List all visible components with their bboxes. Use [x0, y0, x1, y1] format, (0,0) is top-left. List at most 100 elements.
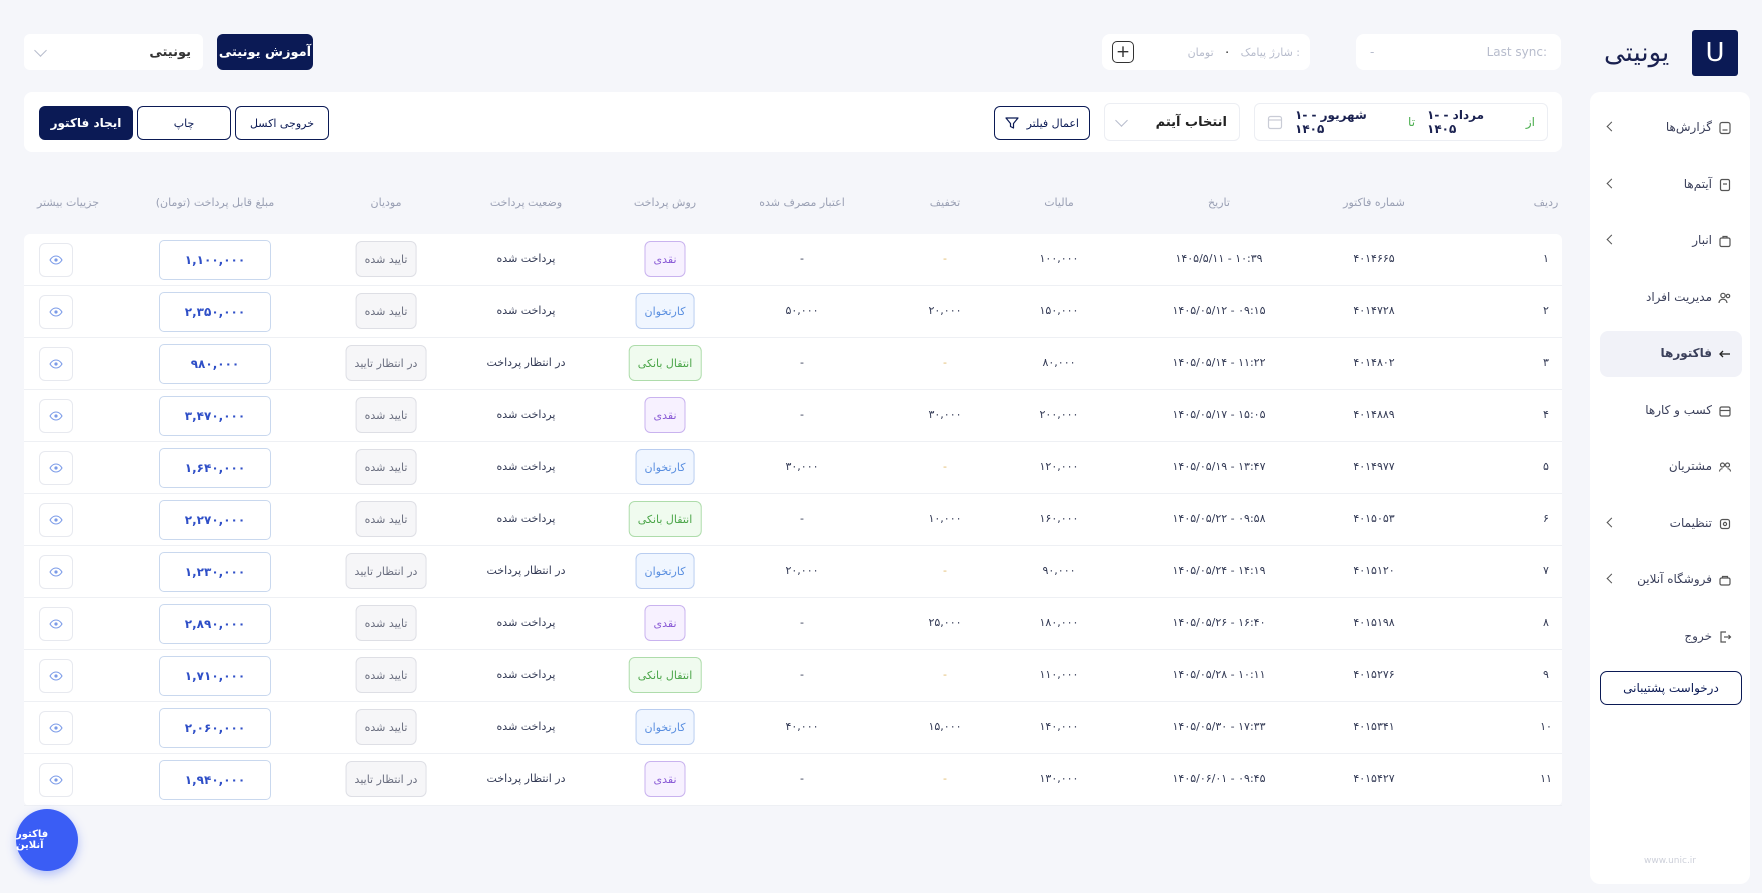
amount-field[interactable]: ۲,۰۶۰,۰۰۰	[159, 708, 271, 748]
app-logo: یونیتی U	[1604, 30, 1738, 76]
view-details-button[interactable]	[39, 555, 73, 589]
support-request-button[interactable]: درخواست پشتیبانی	[1600, 671, 1742, 705]
cell-credit: -	[800, 668, 804, 681]
cell-invoice-number: ۴۰۱۴۶۶۵	[1353, 252, 1395, 265]
settings-icon	[1718, 517, 1732, 531]
table-row: ۸ ۴۰۱۵۱۹۸ ۱۴۰۵/۰۵/۲۶ - ۱۶:۴۰ ۱۸۰,۰۰۰ ۲۵,۰۰۰ -…	[24, 598, 1562, 650]
apply-filter-label: اعمال فیلتر	[1026, 116, 1079, 130]
cell-tax: ۱۰۰,۰۰۰	[1039, 252, 1079, 265]
cell-discount: ۲۰,۰۰۰	[928, 304, 962, 317]
amount-field[interactable]: ۱,۱۰۰,۰۰۰	[159, 240, 271, 280]
view-details-button[interactable]	[39, 607, 73, 641]
amount-field[interactable]: ۱,۲۳۰,۰۰۰	[159, 552, 271, 592]
moadian-status-badge: تایید شده	[355, 241, 417, 277]
cell-date: ۱۴۰۵/۰۵/۱۹ - ۱۳:۴۷	[1172, 460, 1266, 473]
sidebar-item-items[interactable]: آیتم‌ها	[1600, 162, 1742, 208]
table-row: ۲ ۴۰۱۴۷۲۸ ۱۴۰۵/۰۵/۱۲ - ۰۹:۱۵ ۱۵۰,۰۰۰ ۲۰,۰۰۰ ۵…	[24, 286, 1562, 338]
cell-payment-status: پرداخت شده	[496, 408, 556, 421]
view-details-button[interactable]	[39, 399, 73, 433]
print-button[interactable]: چاپ	[137, 106, 231, 140]
eye-icon	[49, 567, 63, 577]
online-invoice-button[interactable]: فاکتور آنلاین	[16, 809, 78, 871]
apply-filter-button[interactable]: اعمال فیلتر	[994, 106, 1090, 140]
amount-field[interactable]: ۱,۹۴۰,۰۰۰	[159, 760, 271, 800]
table-row: ۱۰ ۴۰۱۵۳۴۱ ۱۴۰۵/۰۵/۳۰ - ۱۷:۳۳ ۱۴۰,۰۰۰ ۱۵,۰۰۰…	[24, 702, 1562, 754]
view-details-button[interactable]	[39, 347, 73, 381]
sms-wallet: شارژ پیامک : ۰ تومان +	[1102, 34, 1310, 70]
sidebar-item-invoice[interactable]: فاکتورها	[1600, 331, 1742, 377]
workspace-select[interactable]: یونیتی	[24, 34, 203, 70]
sync-value: -	[1370, 45, 1375, 59]
amount-field[interactable]: ۱,۷۱۰,۰۰۰	[159, 656, 271, 696]
cell-tax: ۸۰,۰۰۰	[1042, 356, 1076, 369]
item-select[interactable]: انتخاب آیتم	[1104, 103, 1240, 141]
col-discount: تخفیف	[929, 196, 961, 209]
cell-tax: ۱۴۰,۰۰۰	[1039, 720, 1079, 733]
sidebar-item-label: تنظیمات	[1669, 515, 1712, 530]
eye-icon	[49, 411, 63, 421]
amount-field[interactable]: ۱,۶۴۰,۰۰۰	[159, 448, 271, 488]
eye-icon	[49, 359, 63, 369]
create-invoice-button[interactable]: ایجاد فاکتور	[39, 106, 133, 140]
sidebar-item-people[interactable]: مدیریت افراد	[1600, 275, 1742, 321]
cell-tax: ۱۱۰,۰۰۰	[1039, 668, 1079, 681]
sidebar-item-store[interactable]: فروشگاه آنلاین	[1600, 557, 1742, 603]
table-row: ۱۱ ۴۰۱۵۴۲۷ ۱۴۰۵/۰۶/۰۱ - ۰۹:۴۵ ۱۳۰,۰۰۰ - - نقدی…	[24, 754, 1562, 806]
footer-url: www.unic.ir	[1643, 856, 1697, 866]
cell-date: ۱۴۰۵/۰۵/۲۲ - ۰۹:۵۸	[1172, 512, 1266, 525]
amount-field[interactable]: ۹۸۰,۰۰۰	[159, 344, 271, 384]
view-details-button[interactable]	[39, 243, 73, 277]
sidebar-item-settings[interactable]: تنظیمات	[1600, 501, 1742, 547]
payment-method-badge: انتقال بانکی	[628, 501, 702, 537]
payment-method-badge: انتقال بانکی	[628, 345, 702, 381]
table-row: ۶ ۴۰۱۵۰۵۳ ۱۴۰۵/۰۵/۲۲ - ۰۹:۵۸ ۱۶۰,۰۰۰ ۱۰,۰۰۰ -…	[24, 494, 1562, 546]
cell-discount: -	[943, 356, 947, 369]
cell-credit: ۴۰,۰۰۰	[785, 720, 819, 733]
sidebar-item-business[interactable]: کسب و کارها	[1600, 388, 1742, 434]
view-details-button[interactable]	[39, 503, 73, 537]
eye-icon	[49, 255, 63, 265]
sidebar-item-customers[interactable]: مشتریان	[1600, 444, 1742, 490]
filter-bar: از ۱- مرداد - ۱۴۰۵ تا ۱- شهریور - ۱۴۰۵ ا…	[24, 92, 1562, 152]
table-row: ۱ ۴۰۱۴۶۶۵ ۱۴۰۵/۵/۱۱ - ۱۰:۳۹ ۱۰۰,۰۰۰ - - نقدی پر…	[24, 234, 1562, 286]
to-label: تا	[1408, 115, 1416, 129]
sidebar-item-report[interactable]: گزارش‌ها	[1600, 105, 1742, 151]
eye-icon	[49, 463, 63, 473]
sidebar-item-warehouse[interactable]: انبار	[1600, 218, 1742, 264]
payment-method-badge: کارتخوان	[635, 293, 695, 329]
training-button[interactable]: آموزش یونیتی	[217, 34, 313, 70]
view-details-button[interactable]	[39, 451, 73, 485]
cell-row-number: ۱۰	[1540, 720, 1552, 733]
business-icon	[1718, 404, 1732, 418]
add-charge-button[interactable]: +	[1112, 41, 1134, 63]
view-details-button[interactable]	[39, 763, 73, 797]
view-details-button[interactable]	[39, 659, 73, 693]
cell-tax: ۱۳۰,۰۰۰	[1039, 772, 1079, 785]
cell-discount: -	[943, 252, 947, 265]
amount-field[interactable]: ۳,۴۷۰,۰۰۰	[159, 396, 271, 436]
cell-invoice-number: ۴۰۱۵۳۴۱	[1353, 720, 1395, 733]
sidebar-item-logout[interactable]: خروج	[1600, 614, 1742, 660]
sidebar-item-label: فاکتورها	[1660, 346, 1713, 360]
sidebar-item-label: گزارش‌ها	[1665, 120, 1712, 134]
moadian-status-badge: تایید شده	[355, 293, 417, 329]
excel-export-button[interactable]: خروجی اکسل	[235, 106, 329, 140]
date-range-picker[interactable]: از ۱- مرداد - ۱۴۰۵ تا ۱- شهریور - ۱۴۰۵	[1254, 103, 1548, 141]
amount-field[interactable]: ۲,۳۵۰,۰۰۰	[159, 292, 271, 332]
cell-discount: -	[943, 460, 947, 473]
amount-field[interactable]: ۲,۸۹۰,۰۰۰	[159, 604, 271, 644]
cell-date: ۱۴۰۵/۰۵/۱۴ - ۱۱:۲۲	[1172, 356, 1266, 369]
cell-row-number: ۲	[1543, 304, 1549, 317]
cell-row-number: ۴	[1543, 408, 1549, 421]
col-method: روش پرداخت	[633, 196, 697, 209]
moadian-status-badge: تایید شده	[355, 449, 417, 485]
cell-date: ۱۴۰۵/۰۵/۲۸ - ۱۰:۱۱	[1172, 668, 1266, 681]
cell-row-number: ۷	[1543, 564, 1549, 577]
view-details-button[interactable]	[39, 711, 73, 745]
cell-credit: ۲۰,۰۰۰	[785, 564, 819, 577]
amount-field[interactable]: ۲,۲۷۰,۰۰۰	[159, 500, 271, 540]
cell-payment-status: پرداخت شده	[496, 720, 556, 733]
view-details-button[interactable]	[39, 295, 73, 329]
col-tax: مالیات	[1044, 196, 1074, 209]
col-status: وضعیت پرداخت	[489, 196, 563, 209]
